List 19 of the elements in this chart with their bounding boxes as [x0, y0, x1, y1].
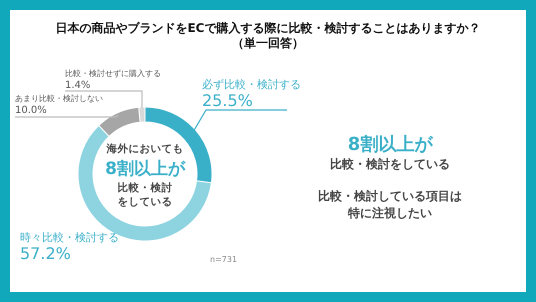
text: 比較・検討	[118, 181, 172, 194]
chart-title: 日本の商品やブランドをECで購入する際に比較・検討することはありますか？	[55, 21, 481, 35]
data-label: 25.5%	[202, 91, 253, 110]
slice-label: 比較・検討せずに購入する	[65, 69, 161, 78]
data-label: 10.0%	[15, 105, 47, 116]
data-label: 1.4%	[65, 80, 90, 91]
slice-label: 必ず比較・検討する	[202, 78, 301, 91]
slice-label: あまり比較・検討しない	[15, 94, 103, 103]
text: n=731	[210, 255, 238, 264]
data-label: 57.2%	[20, 244, 71, 263]
text: 特に注視したい	[347, 206, 432, 220]
text: 比較・検討をしている	[330, 157, 450, 171]
slice-label: 時々比較・検討する	[20, 231, 119, 244]
text: をしている	[118, 196, 172, 208]
text: 海外においても	[106, 142, 184, 155]
text: 比較・検討している項目は	[318, 189, 462, 203]
text: 8割以上が	[105, 159, 186, 179]
text: 8割以上が	[348, 134, 434, 155]
chart-subtitle: （単一回答）	[232, 36, 304, 50]
